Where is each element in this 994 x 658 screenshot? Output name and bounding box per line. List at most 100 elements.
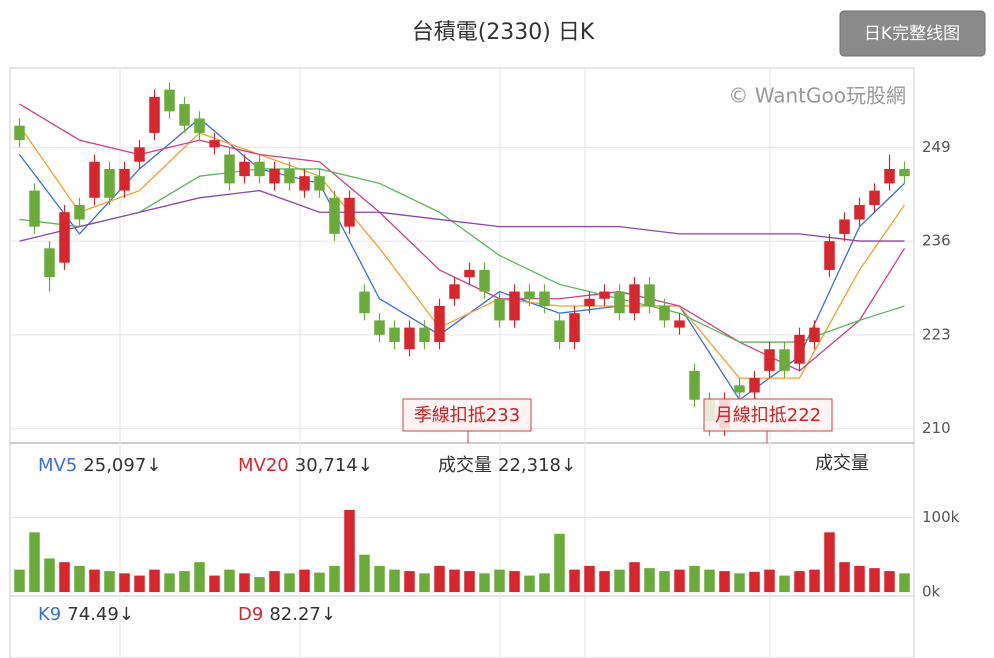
candle-body [209,140,220,148]
stat-value: 82.27↓ [269,604,336,625]
button[interactable]: 日K完整线图 [839,10,986,57]
annotation: 月線扣抵222 [703,398,833,443]
candle-body [74,205,85,220]
panel-label: 成交量 [815,453,869,474]
volume-bar [794,571,805,592]
candle-body [674,320,685,328]
volume-bar [449,569,460,592]
volume-bar [494,569,505,592]
candle-body [179,104,190,126]
volume-bar [314,572,325,592]
stat-name: D9 [238,604,263,625]
volume-bar [569,569,580,592]
volume-bar [374,565,385,592]
candle-body [749,378,760,393]
annotation-box [402,398,532,432]
candle-body [239,161,250,177]
candle-body [299,176,310,191]
volume-bar [74,565,85,592]
candle-body [449,284,460,299]
candle-body [539,291,550,306]
candle-body [614,291,625,314]
button-bg[interactable] [839,10,986,57]
volume-bar [209,575,220,592]
candle-body [644,284,655,306]
volume-bar [329,565,340,592]
candle-body [629,284,640,314]
volume-bar [644,568,655,592]
annotation-text: 季線扣抵233 [414,405,520,426]
candle-body [854,205,865,220]
stat-value: 22,318↓ [498,455,576,476]
candle-body [884,168,895,184]
candle-body [689,370,700,400]
candle-body [494,298,505,321]
y-tick-label: 0k [922,583,941,601]
volume-bar [389,569,400,592]
volume-bar [539,573,550,592]
volume-bar [14,569,25,592]
candle-body [839,219,850,234]
volume-bar [629,562,640,592]
volume-bar [869,568,880,592]
volume-bar [134,575,145,592]
volume-bar [884,571,895,592]
volume-bar [749,571,760,592]
volume-bar [404,571,415,592]
ma-line [19,189,905,242]
candle-body [404,327,415,350]
volume-bar [509,571,520,592]
candle-body [389,327,400,343]
stat-value: 30,714↓ [295,455,373,476]
candle-body [524,291,535,299]
volume-bar [854,565,865,592]
volume-bar [164,573,175,592]
stat-value: 74.49↓ [67,604,134,625]
volume-bar [899,573,910,592]
button-label[interactable]: 日K完整线图 [864,24,960,44]
candle-body [764,349,775,371]
volume-bar [239,573,250,592]
candle-body [794,334,805,364]
volume-bar [479,573,490,592]
candle-body [584,298,595,306]
y-tick-label: 249 [922,138,951,156]
candle-body [134,147,145,162]
candle-body [44,248,55,278]
volume-bar [809,569,820,592]
ma-line [19,168,905,343]
volume-bar [464,571,475,592]
annotation: 季線扣抵233 [402,398,532,443]
volume-bar [359,554,370,592]
volume-bar [59,562,70,592]
candle-body [734,385,745,393]
volume-bar [719,571,730,592]
watermark: © WantGoo玩股網 [728,84,906,108]
candle-body [194,118,205,133]
candle-body [659,305,670,321]
candle-body [164,89,175,112]
candle-body [254,161,265,177]
candle-body [554,320,565,343]
volume-bar [194,562,205,592]
volume-bar [344,509,355,592]
y-tick-label: 223 [922,325,951,343]
volume-bar [839,562,850,592]
candle-body [434,305,445,343]
candle-body [479,269,490,292]
stat-name: MV5 [38,455,77,476]
volume-bar [89,569,100,592]
volume-bar [254,577,265,592]
candle-body [869,190,880,206]
candle-body [29,190,40,227]
volume-bar [554,533,565,592]
stat-value: 25,097↓ [83,455,161,476]
stat-name: 成交量 [438,455,492,476]
candle-body [359,291,370,314]
annotation-box [703,398,833,432]
volume-bar [764,569,775,592]
chart-title: 台積電(2330) 日K [412,20,595,45]
candle-body [224,154,235,184]
y-tick-label: 236 [922,232,951,250]
y-tick-label: 210 [922,419,951,437]
